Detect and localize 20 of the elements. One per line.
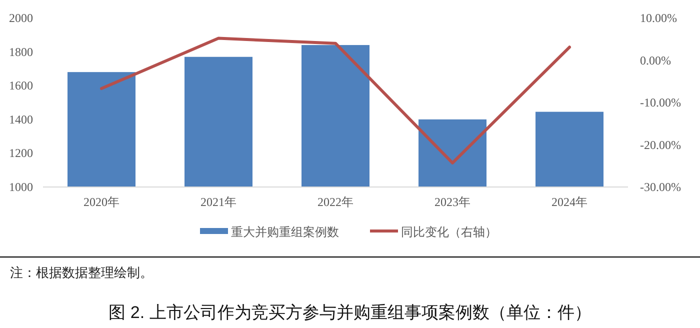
y2-tick-label: -30.00% (640, 180, 681, 194)
y-tick-label: 1200 (9, 146, 33, 160)
x-tick-label: 2023年 (434, 195, 470, 209)
y2-tick-label: 0.00% (640, 53, 671, 68)
x-tick-label: 2021年 (200, 195, 236, 209)
y2-tick-label: -20.00% (640, 138, 681, 152)
x-tick-label: 2022年 (318, 195, 354, 209)
y-tick-label: 1800 (9, 44, 33, 59)
x-tick-label: 2020年 (84, 195, 120, 209)
y2-tick-label: -10.00% (640, 96, 681, 110)
y-tick-label: 1400 (9, 112, 33, 126)
legend-label: 重大并购重组案例数 (231, 225, 339, 239)
x-tick-label: 2024年 (552, 195, 588, 209)
text: 注：根据数据整理绘制。 (10, 265, 153, 280)
y2-tick-label: 10.00% (640, 11, 677, 25)
y-tick-label: 1600 (9, 78, 33, 93)
text: 图 2. 上市公司作为竞买方参与并购重组事项案例数（单位：件） (108, 303, 592, 322)
y-tick-label: 2000 (9, 11, 33, 25)
legend-label: 同比变化（右轴） (401, 225, 497, 239)
y-tick-label: 1000 (9, 180, 33, 194)
